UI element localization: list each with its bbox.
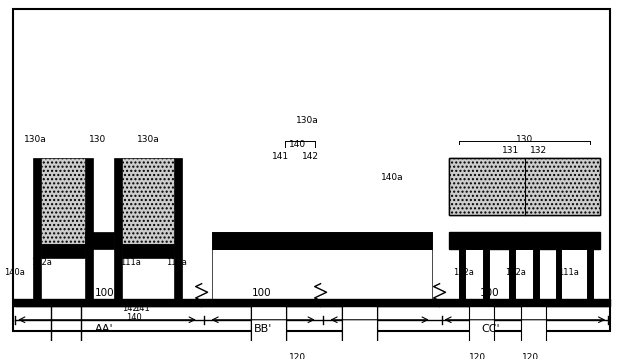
- Text: 130: 130: [516, 135, 533, 144]
- Bar: [449, 158, 600, 215]
- Bar: [122, 158, 174, 244]
- Bar: [465, 248, 483, 301]
- Text: 112a: 112a: [166, 258, 187, 267]
- Bar: [521, 301, 546, 348]
- Text: 140: 140: [289, 140, 307, 149]
- Bar: [449, 158, 600, 215]
- Bar: [41, 244, 85, 258]
- Text: 112a: 112a: [506, 268, 527, 277]
- Bar: [41, 158, 85, 244]
- Bar: [342, 301, 377, 348]
- Text: 111a: 111a: [558, 268, 579, 277]
- Text: 120: 120: [468, 353, 486, 359]
- Bar: [483, 248, 489, 301]
- Bar: [587, 248, 593, 301]
- Text: 120: 120: [289, 353, 307, 359]
- Text: 140a: 140a: [381, 173, 404, 182]
- Bar: [449, 232, 600, 248]
- Text: 130: 130: [89, 135, 106, 144]
- Text: 112a: 112a: [31, 258, 51, 267]
- Text: 142: 142: [302, 152, 319, 161]
- Bar: [41, 258, 85, 299]
- Bar: [33, 158, 41, 301]
- Bar: [174, 158, 182, 301]
- Bar: [14, 299, 610, 307]
- Bar: [515, 248, 533, 301]
- Bar: [465, 248, 483, 301]
- Text: 100: 100: [95, 288, 114, 298]
- Bar: [449, 232, 600, 248]
- Bar: [114, 158, 122, 301]
- Text: BB': BB': [254, 324, 273, 334]
- Bar: [15, 301, 608, 307]
- Text: 141: 141: [273, 152, 289, 161]
- Text: 130a: 130a: [23, 135, 46, 144]
- Text: 100: 100: [480, 288, 499, 298]
- Bar: [122, 258, 174, 299]
- Bar: [562, 248, 587, 301]
- Text: 130a: 130a: [297, 116, 319, 125]
- Bar: [252, 301, 286, 348]
- Bar: [533, 248, 539, 301]
- Bar: [509, 248, 515, 301]
- Text: AA': AA': [95, 324, 114, 334]
- Text: 100: 100: [252, 288, 271, 298]
- Text: 131: 131: [502, 146, 520, 155]
- Bar: [556, 248, 562, 301]
- Bar: [211, 232, 431, 248]
- Bar: [85, 158, 93, 301]
- Text: 141: 141: [134, 304, 150, 313]
- Text: 140: 140: [126, 313, 142, 322]
- Bar: [211, 232, 431, 248]
- Bar: [122, 244, 174, 258]
- Text: 140a: 140a: [4, 268, 25, 277]
- Text: 142: 142: [122, 304, 138, 313]
- Text: 130a: 130a: [137, 135, 159, 144]
- Bar: [587, 248, 593, 301]
- Bar: [483, 248, 489, 301]
- Text: 132: 132: [530, 146, 548, 155]
- Bar: [515, 248, 533, 301]
- Bar: [562, 248, 587, 301]
- Bar: [459, 248, 465, 301]
- Text: 120: 120: [522, 353, 540, 359]
- Bar: [556, 248, 562, 301]
- Bar: [85, 232, 114, 248]
- Text: 111a: 111a: [120, 258, 141, 267]
- Bar: [469, 301, 494, 348]
- Bar: [533, 248, 539, 301]
- Text: CC': CC': [482, 324, 501, 334]
- Bar: [509, 248, 515, 301]
- Text: 112a: 112a: [453, 268, 474, 277]
- Bar: [459, 248, 465, 301]
- Bar: [211, 248, 431, 301]
